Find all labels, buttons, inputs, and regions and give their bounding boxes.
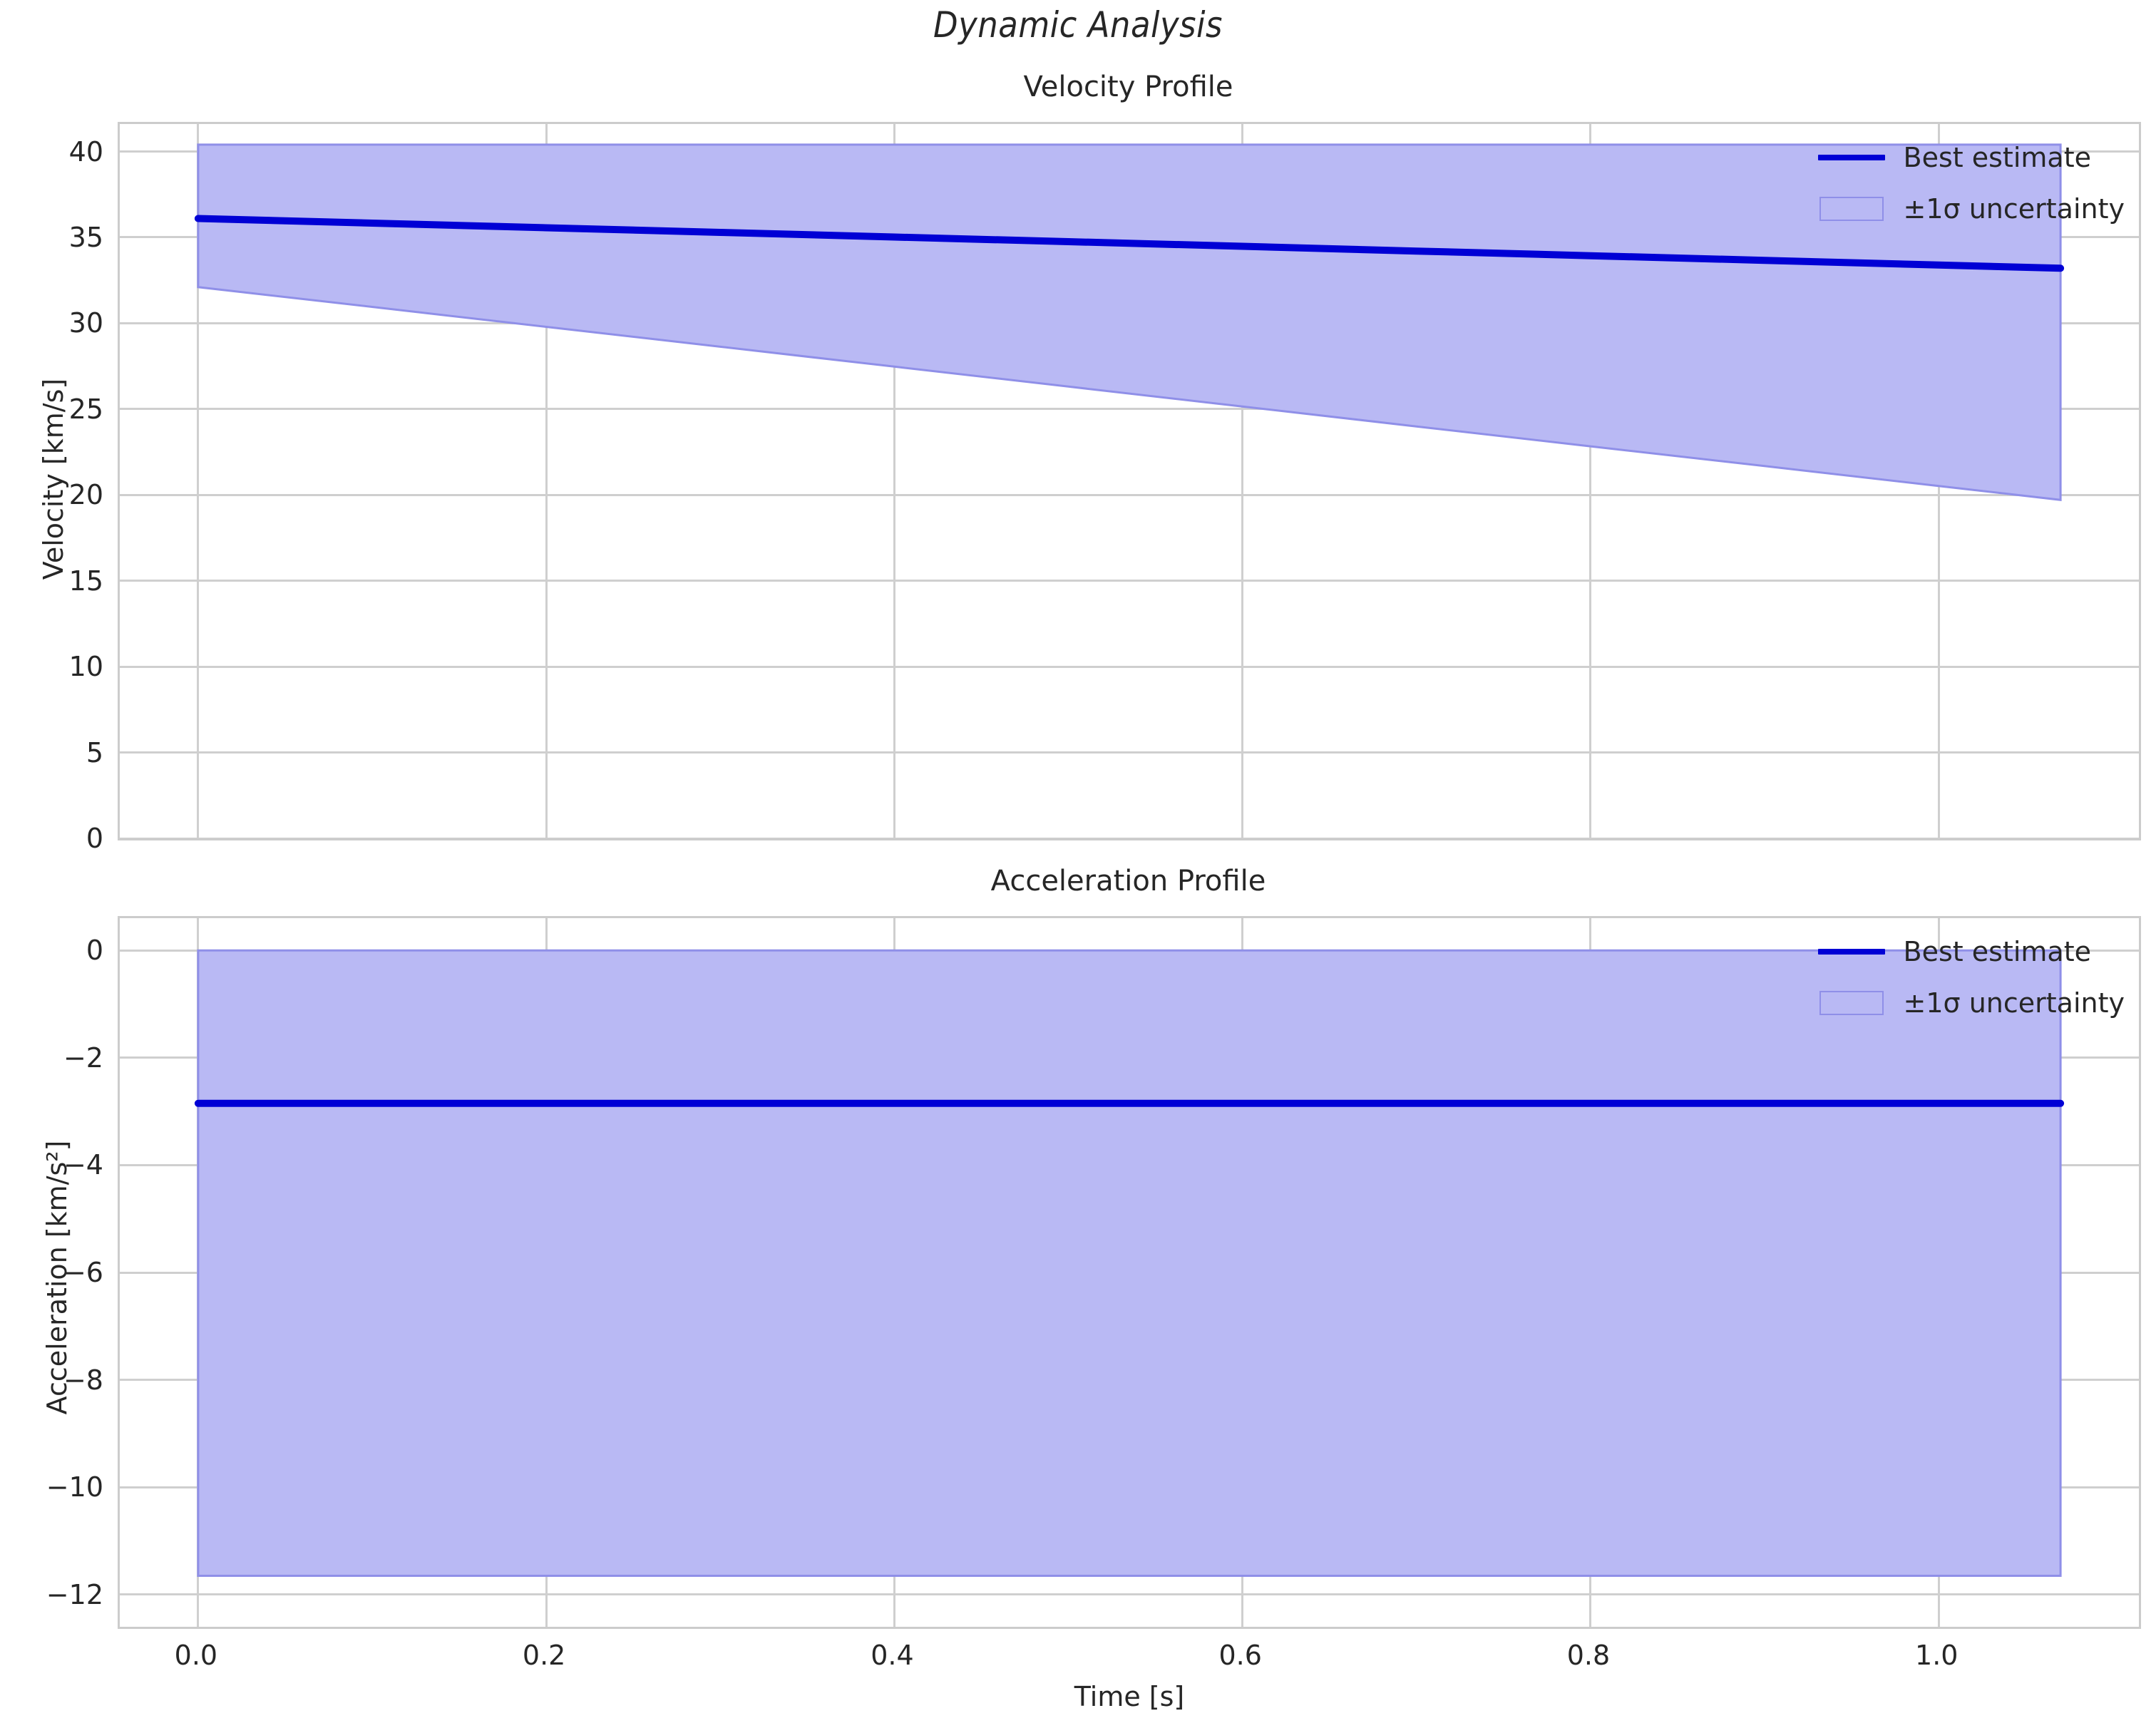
y-tick-label: 20 — [68, 479, 103, 511]
y-tick-label: 40 — [68, 135, 103, 168]
uncertainty-band — [197, 949, 2062, 1577]
legend-line-swatch-icon — [1817, 141, 1885, 174]
y-tick-label: 15 — [68, 565, 103, 597]
best-estimate-line — [194, 215, 2065, 272]
velocity-plot-area: Best estimate ±1σ uncertainty — [118, 122, 2141, 840]
velocity-y-tick-labels: 0 5 10 15 20 25 30 35 40 — [0, 122, 103, 854]
gridline-vertical — [545, 124, 548, 838]
x-tick-label: 0.6 — [1218, 1640, 1262, 1671]
gridline-vertical — [893, 124, 895, 838]
gridline-horizontal — [120, 408, 2139, 411]
y-tick-label: 30 — [68, 307, 103, 339]
gridline-horizontal — [120, 751, 2139, 754]
uncertainty-band — [197, 143, 2062, 501]
y-tick-label: 35 — [68, 221, 103, 253]
x-tick-label: 0.8 — [1566, 1640, 1611, 1671]
acceleration-plot-area: Best estimate ±1σ uncertainty — [118, 916, 2141, 1629]
gridline-vertical — [1241, 124, 1244, 838]
legend-entry-best-estimate[interactable]: Best estimate — [1817, 141, 2125, 174]
legend-label-best-estimate: Best estimate — [1903, 936, 2091, 967]
legend-entry-uncertainty[interactable]: ±1σ uncertainty — [1818, 192, 2125, 225]
x-tick-label: 0.0 — [174, 1640, 218, 1671]
legend-entry-best-estimate[interactable]: Best estimate — [1817, 935, 2125, 968]
y-tick-label: 10 — [68, 651, 103, 683]
y-tick-label: −10 — [46, 1471, 103, 1503]
legend-label-uncertainty: ±1σ uncertainty — [1903, 987, 2125, 1019]
legend-label-uncertainty: ±1σ uncertainty — [1903, 193, 2125, 225]
figure-suptitle: Dynamic Analysis — [933, 4, 1223, 46]
legend-entry-uncertainty[interactable]: ±1σ uncertainty — [1818, 987, 2125, 1019]
acceleration-data-layer — [194, 949, 2065, 1577]
legend-patch-swatch-icon — [1818, 192, 1885, 225]
legend-patch-swatch-icon — [1818, 987, 1885, 1019]
x-tick-label: 0.4 — [871, 1640, 914, 1671]
velocity-subplot-title: Velocity Profile — [1023, 71, 1233, 103]
y-tick-label: 0 — [86, 823, 103, 854]
y-tick-label: 0 — [86, 935, 103, 967]
acceleration-subplot-title: Acceleration Profile — [990, 865, 1266, 898]
y-tick-label: −2 — [63, 1042, 103, 1074]
gridline-vertical — [197, 124, 200, 838]
gridline-horizontal — [120, 580, 2139, 582]
gridline-horizontal — [120, 493, 2139, 496]
gridline-horizontal — [120, 837, 2139, 838]
y-tick-label: −8 — [63, 1364, 103, 1396]
acceleration-legend[interactable]: Best estimate ±1σ uncertainty — [1817, 935, 2125, 1019]
legend-line-swatch-icon — [1817, 935, 1885, 968]
y-tick-label: −4 — [63, 1149, 103, 1181]
gridline-horizontal — [120, 1593, 2139, 1596]
acceleration-y-tick-labels: 0 −2 −4 −6 −8 −10 −12 — [0, 916, 103, 1629]
y-tick-label: −12 — [46, 1578, 103, 1610]
x-tick-label: 0.2 — [522, 1640, 566, 1671]
x-axis-label: Time [s] — [1074, 1681, 1185, 1712]
legend-label-best-estimate: Best estimate — [1903, 142, 2091, 173]
velocity-data-layer — [194, 143, 2065, 501]
gridline-vertical — [1589, 124, 1592, 838]
velocity-legend[interactable]: Best estimate ±1σ uncertainty — [1817, 141, 2125, 225]
gridline-horizontal — [120, 665, 2139, 668]
y-tick-label: 25 — [68, 393, 103, 425]
y-tick-label: 5 — [86, 736, 103, 768]
x-tick-label: 1.0 — [1915, 1640, 1959, 1671]
y-tick-label: −6 — [63, 1257, 103, 1288]
